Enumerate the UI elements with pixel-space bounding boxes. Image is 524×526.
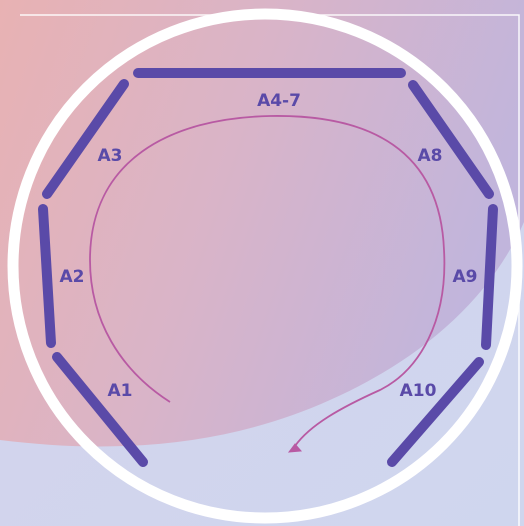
label-a10: A10 (400, 381, 437, 401)
background-blob (0, 0, 524, 447)
label-a4-7: A4-7 (257, 91, 301, 111)
label-a3: A3 (98, 146, 123, 166)
frame-line (20, 14, 520, 526)
segments (38, 68, 498, 467)
flow-arrow (89, 115, 446, 447)
segment-a9 (481, 204, 498, 350)
segment-a3 (42, 79, 129, 199)
segment-a10 (387, 357, 484, 467)
arrow-head-icon (287, 443, 303, 453)
segment-a2 (38, 204, 56, 348)
label-a1: A1 (108, 381, 133, 401)
label-a8: A8 (418, 146, 443, 166)
label-a2: A2 (60, 267, 85, 287)
outer-ring (7, 8, 523, 524)
segment-a1 (52, 352, 148, 467)
label-a9: A9 (453, 267, 478, 287)
segment-a8 (408, 80, 494, 199)
